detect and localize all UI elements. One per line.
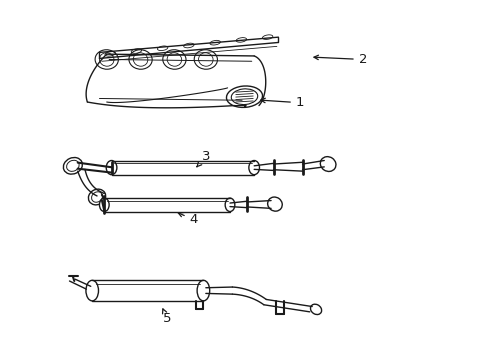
Ellipse shape bbox=[248, 161, 259, 175]
Ellipse shape bbox=[320, 157, 335, 171]
Text: 5: 5 bbox=[162, 309, 171, 325]
Ellipse shape bbox=[267, 197, 282, 211]
Ellipse shape bbox=[63, 158, 82, 174]
Text: 3: 3 bbox=[196, 150, 210, 167]
Ellipse shape bbox=[106, 161, 117, 175]
Text: 4: 4 bbox=[178, 213, 198, 226]
Ellipse shape bbox=[99, 198, 109, 212]
Ellipse shape bbox=[224, 198, 234, 212]
Ellipse shape bbox=[197, 280, 209, 301]
Ellipse shape bbox=[226, 86, 262, 107]
Text: 1: 1 bbox=[260, 96, 304, 109]
Ellipse shape bbox=[88, 189, 105, 205]
Ellipse shape bbox=[86, 280, 98, 301]
Ellipse shape bbox=[310, 304, 321, 315]
Text: 2: 2 bbox=[313, 53, 366, 66]
